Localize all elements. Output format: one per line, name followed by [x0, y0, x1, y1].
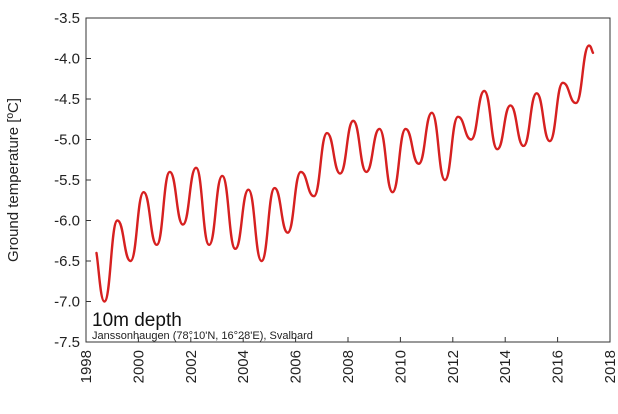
y-tick-label: -7.0 — [54, 294, 80, 311]
y-tick-label: -7.5 — [54, 334, 80, 351]
x-axis: 1998 2000 2002 2004 2006 2008 2010 2012 2014 2016… — [78, 337, 618, 383]
x-tick-label: 2002 — [183, 350, 200, 383]
annotation-depth: 10m depth — [92, 310, 182, 331]
x-tick-label: 2004 — [235, 350, 252, 383]
x-tick-label: 2018 — [602, 350, 618, 383]
y-tick-label: -4.5 — [54, 91, 80, 108]
series-line-ground-temperature — [95, 44, 595, 303]
y-tick-label: -5.5 — [54, 172, 80, 189]
y-tick-label: -5.0 — [54, 132, 80, 149]
y-tick-label: -6.0 — [54, 213, 80, 230]
x-tick-label: 2008 — [340, 350, 357, 383]
y-tick-label: -6.5 — [54, 253, 80, 270]
y-tick-label: -4.0 — [54, 51, 80, 68]
y-axis-title: Ground temperature [ºC] — [5, 98, 22, 262]
x-tick-label: 2000 — [130, 350, 147, 383]
x-tick-label: 1998 — [78, 350, 95, 383]
x-tick-label: 2014 — [497, 350, 514, 383]
x-tick-label: 2006 — [288, 350, 305, 383]
y-tick-label: -3.5 — [54, 10, 80, 27]
x-tick-label: 2016 — [550, 350, 567, 383]
annotation-site: Janssonhaugen (78°10'N, 16°28'E), Svalba… — [92, 330, 313, 342]
x-tick-label: 2012 — [445, 350, 462, 383]
x-tick-label: 2010 — [392, 350, 409, 383]
plot-area-frame — [85, 17, 611, 343]
y-axis: -3.5 -4.0 -4.5 -5.0 -5.5 -6.0 -6.5 -7.0 -7.5 — [54, 10, 91, 351]
